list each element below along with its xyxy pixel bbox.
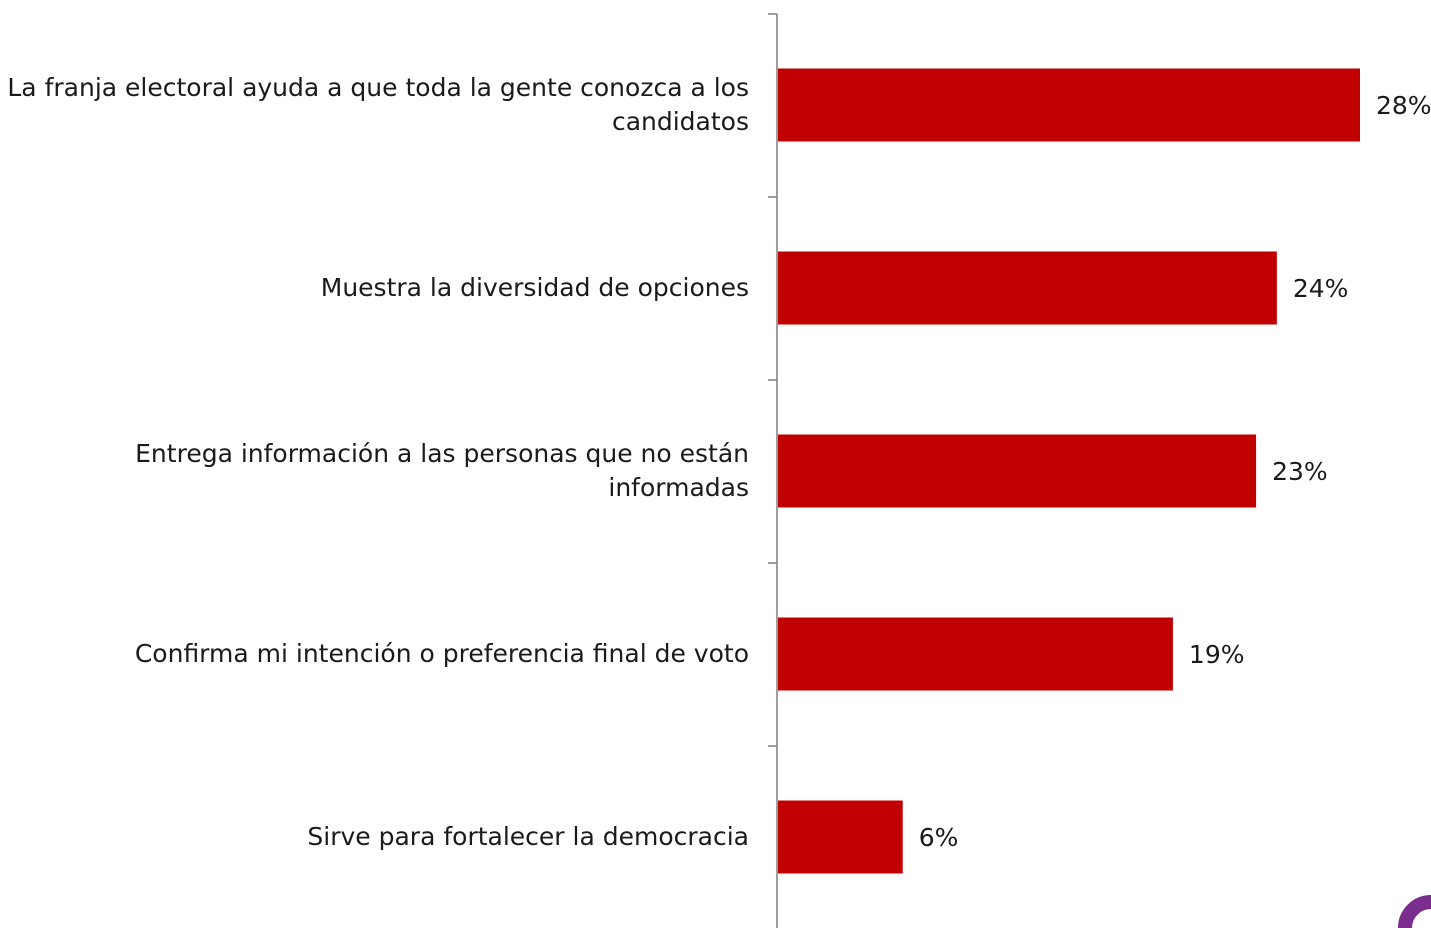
axis-layer — [768, 13, 778, 928]
category-label: Confirma mi intención o preferencia fina… — [134, 639, 749, 668]
bar-value-label: 24% — [1293, 274, 1349, 303]
bar — [778, 800, 903, 874]
bars-layer — [778, 68, 1360, 874]
category-label: Muestra la diversidad de opciones — [320, 273, 749, 302]
bar — [778, 617, 1173, 691]
partial-logo-icon — [1371, 868, 1431, 928]
bar-value-label: 19% — [1189, 640, 1245, 669]
bar — [778, 434, 1257, 508]
bar-value-label: 6% — [919, 823, 959, 852]
bar — [778, 68, 1360, 142]
category-label: Entrega información a las personas que n… — [135, 439, 749, 502]
category-label: La franja electoral ayuda a que toda la … — [7, 73, 749, 136]
value-labels-layer: 28% 24% 23% 19% 6% — [919, 91, 1431, 852]
bar-value-label: 28% — [1376, 91, 1431, 120]
category-label: Sirve para fortalecer la democracia — [307, 822, 749, 851]
bar-value-label: 23% — [1272, 457, 1328, 486]
bar — [778, 251, 1277, 325]
